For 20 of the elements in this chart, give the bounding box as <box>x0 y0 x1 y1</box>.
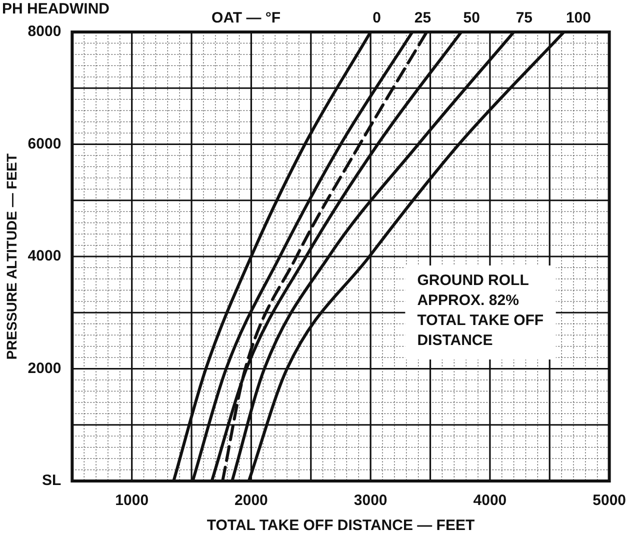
annotation: GROUND ROLL APPROX. 82% TOTAL TAKE OFF DISTANCE <box>417 272 544 350</box>
x-tick-label: 3000 <box>354 492 388 510</box>
chart-title: PH HEADWIND <box>2 0 110 18</box>
series-label: 75 <box>516 10 533 27</box>
x-tick-label: 2000 <box>234 492 268 510</box>
y-axis-title: PRESSURE ALTITUDE — FEET <box>3 152 20 360</box>
x-axis-title: TOTAL TAKE OFF DISTANCE — FEET <box>206 517 475 534</box>
series-label: 0 <box>372 10 381 27</box>
x-tick-label: 5000 <box>592 492 626 510</box>
series-label: 25 <box>414 10 432 27</box>
y-tick-label: 6000 <box>28 135 62 152</box>
y-tick-label: 4000 <box>28 248 62 265</box>
y-tick-label: SL <box>42 472 62 490</box>
x-tick-label: 1000 <box>115 492 149 510</box>
x-tick-label: 4000 <box>473 492 507 510</box>
series-label: 100 <box>566 10 591 27</box>
y-tick-label: 8000 <box>28 23 62 40</box>
legend-title: OAT — °F <box>212 10 281 27</box>
series-label: 50 <box>463 10 480 27</box>
y-tick-label: 2000 <box>28 360 62 377</box>
